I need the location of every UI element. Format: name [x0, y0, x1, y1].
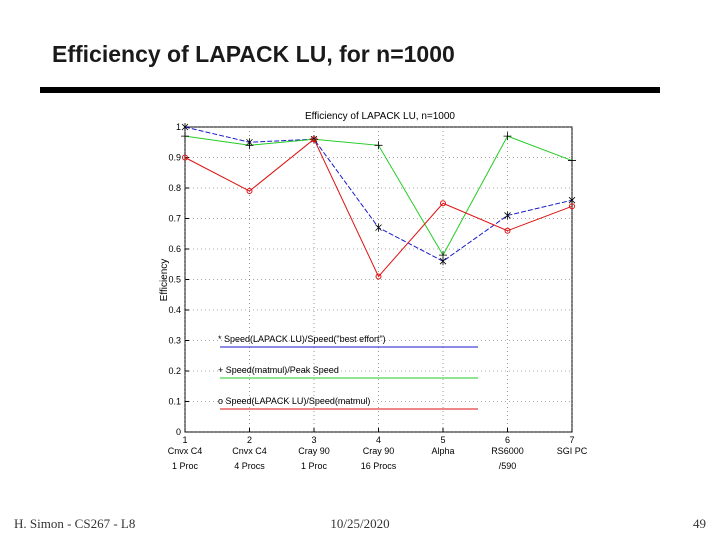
- marker: [503, 132, 512, 141]
- x-tick-label: 2: [247, 435, 252, 445]
- x-tick-label: 3: [311, 435, 316, 445]
- marker: [568, 196, 576, 205]
- marker: [245, 141, 254, 150]
- slide-title: Efficiency of LAPACK LU, for n=1000: [52, 41, 455, 67]
- y-axis-label: Efficiency: [159, 259, 170, 302]
- category-note: 16 Procs: [361, 461, 397, 471]
- category-label: Cnvx C4: [168, 446, 203, 456]
- marker: [246, 188, 253, 195]
- marker: [504, 211, 511, 220]
- series-line: [184, 138, 573, 278]
- title-rule: [40, 87, 660, 93]
- legend-label: * Speed(LAPACK LU)/Speed("best effort"): [218, 334, 386, 344]
- marker: [375, 223, 382, 232]
- x-tick-label: 4: [376, 435, 381, 445]
- y-tick-label: 0.8: [168, 183, 181, 193]
- y-tick-label: 0.7: [168, 214, 181, 224]
- marker: [375, 273, 382, 280]
- y-tick-label: 0.5: [168, 275, 181, 285]
- x-tick-label: 7: [569, 435, 574, 445]
- footer-left: H. Simon - CS267 - L8: [14, 516, 135, 531]
- marker: [181, 123, 189, 131]
- marker: [182, 154, 188, 161]
- category-label: Cnvx C4: [232, 446, 267, 456]
- chart-title: Efficiency of LAPACK LU, n=1000: [305, 111, 455, 122]
- marker: [504, 227, 511, 234]
- category-label: SGI PC: [557, 446, 588, 456]
- legend-label: o Speed(LAPACK LU)/Speed(matmul): [218, 396, 370, 406]
- y-tick-label: 0.9: [168, 153, 181, 163]
- category-label: RS6000: [491, 446, 524, 456]
- y-tick-label: 0.2: [168, 366, 181, 376]
- footer-right: 49: [693, 516, 706, 531]
- y-tick-label: 0: [176, 427, 181, 437]
- y-tick-label: 0.3: [168, 336, 181, 346]
- category-note: 1 Proc: [301, 461, 328, 471]
- category-label: Alpha: [431, 446, 454, 456]
- category-note: 4 Procs: [234, 461, 265, 471]
- x-tick-label: 6: [505, 435, 510, 445]
- x-tick-label: 1: [182, 435, 187, 445]
- marker: [311, 136, 317, 143]
- marker: [440, 200, 446, 207]
- y-tick-label: 0.6: [168, 244, 181, 254]
- category-label: Cray 90: [363, 446, 395, 456]
- marker: [374, 141, 383, 150]
- legend-label: + Speed(matmul)/Peak Speed: [218, 365, 339, 375]
- y-tick-label: 1: [176, 122, 181, 132]
- category-note: 1 Proc: [172, 461, 199, 471]
- marker: [181, 132, 189, 141]
- chart: Efficiency of LAPACK LU, n=1000 Efficien…: [159, 111, 588, 471]
- y-tick-label: 0.1: [168, 397, 181, 407]
- marker: [439, 251, 447, 260]
- marker: [568, 156, 576, 165]
- footer-center: 10/25/2020: [330, 516, 389, 531]
- y-tick-label: 0.4: [168, 305, 181, 315]
- x-tick-label: 5: [440, 435, 445, 445]
- marker: [569, 203, 575, 210]
- category-note: /590: [499, 461, 517, 471]
- category-label: Cray 90: [298, 446, 330, 456]
